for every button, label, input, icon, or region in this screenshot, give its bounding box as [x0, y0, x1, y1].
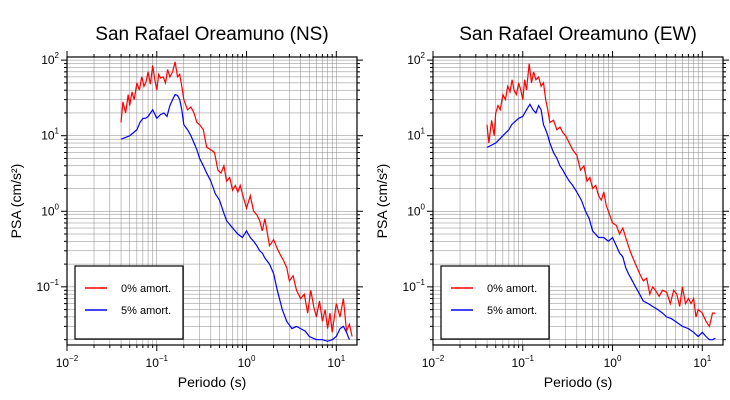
y-tick-label: 101: [41, 127, 59, 143]
y-tick-label: 102: [41, 51, 59, 67]
tick-exponent: 0: [251, 354, 256, 363]
series-line-damping-0: [486, 63, 716, 328]
tick-base: 10: [146, 356, 160, 370]
legend-label: 5% amort.: [487, 305, 537, 317]
tick-exponent: 0: [55, 202, 60, 211]
legend-label: 5% amort.: [121, 305, 171, 317]
y-tick-label: 100: [41, 202, 59, 218]
tick-base: 10: [407, 53, 421, 67]
tick-exponent: −1: [525, 354, 535, 363]
tick-base: 10: [41, 204, 55, 218]
tick-exponent: −2: [435, 354, 445, 363]
chart-title: San Rafael Oreamuno (EW): [459, 24, 697, 45]
legend-box: [74, 265, 184, 340]
axis-ticks: [61, 51, 363, 351]
y-axis-label: PSA (cm/s²): [8, 164, 24, 239]
x-tick-label: 10−2: [56, 354, 79, 370]
tick-base: 10: [41, 129, 55, 143]
tick-base: 10: [238, 356, 252, 370]
series-line-damping-5: [486, 103, 716, 341]
tick-exponent: −1: [159, 354, 169, 363]
x-axis-label: Periodo (s): [178, 374, 246, 390]
y-tick-label: 101: [407, 127, 425, 143]
y-tick-label: 10−1: [37, 278, 60, 294]
tick-base: 10: [422, 356, 436, 370]
series-line-damping-5: [120, 93, 350, 342]
legend: 0% amort. 5% amort.: [440, 265, 550, 340]
x-tick-label: 10−1: [146, 354, 169, 370]
tick-base: 10: [512, 356, 526, 370]
tick-exponent: 2: [55, 51, 60, 60]
x-tick-label: 100: [604, 354, 622, 370]
x-tick-label: 101: [693, 354, 711, 370]
tick-exponent: 1: [55, 127, 60, 136]
chart-panel-ew: San Rafael Oreamuno (EW)10−2 10−1 100 10110…: [374, 24, 729, 390]
legend-box: [440, 265, 550, 340]
x-tick-label: 10−2: [422, 354, 445, 370]
tick-base: 10: [327, 356, 341, 370]
tick-base: 10: [56, 356, 70, 370]
tick-base: 10: [407, 129, 421, 143]
chart-title: San Rafael Oreamuno (NS): [95, 24, 328, 45]
y-tick-label: 10−1: [403, 278, 426, 294]
chart-panel-ns: San Rafael Oreamuno (NS)10−2 10−1 100 10110…: [8, 24, 363, 390]
x-axis-label: Periodo (s): [544, 374, 612, 390]
y-tick-label: 100: [407, 202, 425, 218]
tick-exponent: 1: [707, 354, 712, 363]
x-tick-label: 10−1: [512, 354, 535, 370]
tick-base: 10: [403, 280, 417, 294]
legend-label: 0% amort.: [121, 283, 171, 295]
tick-base: 10: [41, 53, 55, 67]
tick-base: 10: [407, 204, 421, 218]
tick-exponent: 1: [341, 354, 346, 363]
x-tick-label: 100: [238, 354, 256, 370]
tick-exponent: 0: [421, 202, 426, 211]
tick-exponent: −1: [416, 278, 426, 287]
plot-frame: [66, 56, 358, 346]
tick-base: 10: [37, 280, 51, 294]
tick-exponent: 1: [421, 127, 426, 136]
x-tick-label: 101: [327, 354, 345, 370]
tick-exponent: −1: [50, 278, 60, 287]
y-tick-label: 102: [407, 51, 425, 67]
tick-exponent: 0: [617, 354, 622, 363]
axis-ticks: [427, 51, 729, 351]
legend: 0% amort. 5% amort.: [74, 265, 184, 340]
plot-frame: [432, 56, 724, 346]
series-line-damping-0: [120, 61, 353, 337]
legend-label: 0% amort.: [487, 283, 537, 295]
y-axis-label: PSA (cm/s²): [374, 164, 390, 239]
tick-exponent: −2: [69, 354, 79, 363]
tick-exponent: 2: [421, 51, 426, 60]
tick-base: 10: [693, 356, 707, 370]
tick-base: 10: [604, 356, 618, 370]
